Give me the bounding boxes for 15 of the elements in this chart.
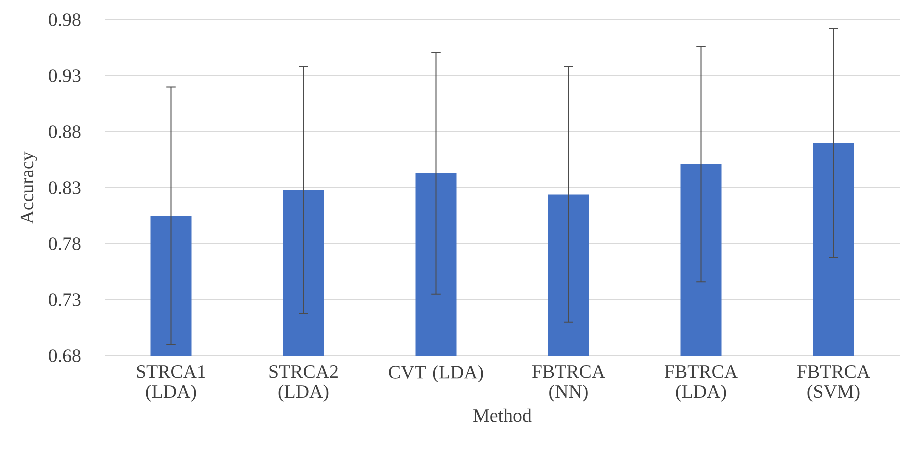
- y-tick-label: 0.83: [49, 182, 81, 194]
- y-tick-label: 0.73: [49, 294, 81, 306]
- x-tick-label: FBTRCA (SVM): [797, 366, 870, 402]
- x-axis-title: Method: [474, 408, 532, 422]
- x-tick-label: FBTRCA (NN): [532, 366, 606, 402]
- y-tick-label: 0.98: [49, 14, 81, 26]
- x-tick-label: STRCA2 (LDA): [270, 366, 338, 402]
- y-tick-label: 0.78: [49, 238, 81, 250]
- x-tick-label: CVT (LDA): [389, 366, 484, 383]
- y-tick-label: 0.68: [49, 350, 81, 362]
- x-tick-label: FBTRCA (LDA): [664, 366, 738, 402]
- y-tick-label: 0.93: [49, 70, 81, 82]
- y-tick-label: 0.88: [49, 126, 81, 138]
- y-axis-title: Accuracy: [20, 152, 38, 224]
- x-tick-label: STRCA1 (LDA): [137, 366, 206, 402]
